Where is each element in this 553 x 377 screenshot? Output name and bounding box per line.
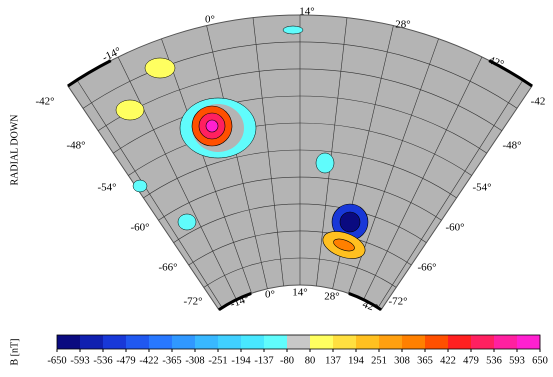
colorbar-segment — [425, 335, 448, 349]
lat-label: -72° — [183, 296, 202, 308]
colorbar-segment — [264, 335, 287, 349]
lat-label: -42° — [35, 96, 54, 108]
colorbar-segment — [57, 335, 80, 349]
colorbar-segment — [310, 335, 333, 349]
colorbar-segment — [218, 335, 241, 349]
colorbar-tick-label: 251 — [371, 355, 387, 366]
lat-label: -72° — [388, 296, 407, 308]
colorbar-tick-label: -650 — [47, 355, 66, 366]
colorbar-segment — [448, 335, 471, 349]
anomaly — [206, 120, 218, 132]
lat-label: -60° — [130, 222, 149, 234]
colorbar-tick-label: -422 — [139, 355, 158, 366]
lat-label: -42 — [531, 96, 546, 108]
colorbar-label: B [nT] — [9, 339, 20, 366]
anomaly — [145, 58, 175, 78]
lon-label: 28° — [395, 19, 410, 31]
lat-label: -54° — [472, 182, 491, 194]
colorbar-tick-label: -536 — [93, 355, 112, 366]
lat-label: -66° — [158, 262, 177, 274]
lon-label: 0° — [205, 14, 215, 26]
colorbar-tick-label: 194 — [348, 355, 365, 366]
colorbar-tick-label: 536 — [486, 355, 502, 366]
colorbar-tick-label: -479 — [116, 355, 135, 366]
colorbar-tick-label: 365 — [417, 355, 433, 366]
colorbar-tick-label: 650 — [532, 355, 548, 366]
colorbar-segment — [80, 335, 103, 349]
lon-label: 14° — [292, 287, 307, 299]
lon-label: 28° — [324, 291, 339, 303]
colorbar-tick-label: -251 — [208, 355, 227, 366]
colorbar-segment — [149, 335, 172, 349]
colorbar-segment — [195, 335, 218, 349]
colorbar-segment — [287, 335, 310, 349]
colorbar-segment — [333, 335, 356, 349]
colorbar-segment — [241, 335, 264, 349]
colorbar-segment — [126, 335, 149, 349]
map-title: RADIAL DOWN — [9, 114, 20, 185]
anomaly — [283, 26, 303, 34]
colorbar-tick-label: 80 — [305, 355, 316, 366]
colorbar-tick-label: 479 — [463, 355, 479, 366]
colorbar: -650 -593 -536 -479 -422 -365 -308 -251 -194-137… — [47, 335, 548, 366]
lat-label: -48° — [502, 140, 521, 152]
colorbar-tick-label: 308 — [394, 355, 410, 366]
colorbar-tick-label: -194 — [231, 355, 251, 366]
colorbar-segment — [494, 335, 517, 349]
anomaly — [316, 153, 334, 173]
lat-label: -66° — [417, 262, 436, 274]
lat-label: -60° — [445, 222, 464, 234]
colorbar-tick-label: -593 — [70, 355, 89, 366]
colorbar-segment — [471, 335, 494, 349]
lat-label: -48° — [66, 140, 85, 152]
colorbar-segment — [379, 335, 402, 349]
colorbar-tick-label: -80 — [280, 355, 294, 366]
colorbar-segment — [103, 335, 126, 349]
map — [68, 15, 532, 310]
colorbar-segment — [517, 335, 540, 349]
anomaly — [340, 212, 360, 232]
map-figure: RADIAL DOWN -14° 0° 14° 28° 42° -42° -48… — [0, 0, 553, 372]
anomaly — [178, 214, 196, 230]
anomaly — [133, 180, 147, 192]
colorbar-tick-label: -365 — [162, 355, 181, 366]
colorbar-segment — [172, 335, 195, 349]
colorbar-tick-label: 137 — [325, 355, 341, 366]
colorbar-segment — [402, 335, 425, 349]
lon-label: 14° — [299, 6, 314, 18]
colorbar-tick-label: 422 — [440, 355, 456, 366]
colorbar-tick-label: -137 — [254, 355, 273, 366]
colorbar-tick-label: 593 — [509, 355, 525, 366]
colorbar-tick-label: -308 — [185, 355, 204, 366]
lon-label: 0° — [265, 289, 275, 301]
colorbar-segment — [356, 335, 379, 349]
anomaly — [116, 100, 144, 120]
lat-label: -54° — [97, 182, 116, 194]
